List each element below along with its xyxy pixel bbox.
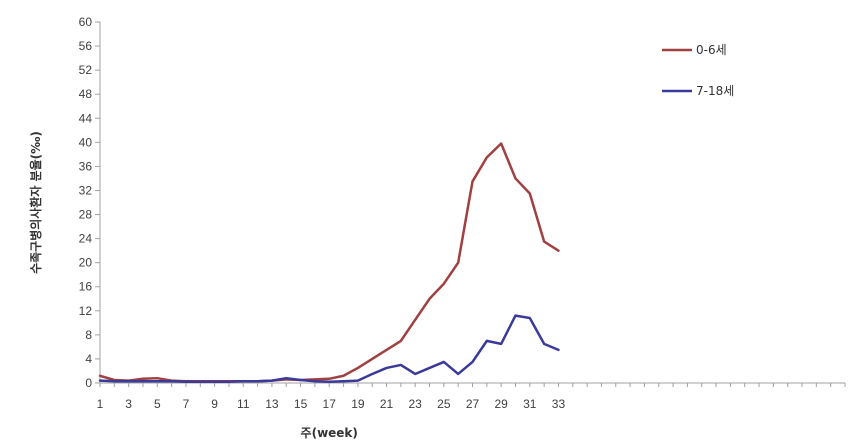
x-tick-label: 25 <box>437 397 451 411</box>
x-tick-label: 3 <box>125 397 132 411</box>
y-tick-label: 0 <box>85 376 92 390</box>
series-group <box>98 142 560 384</box>
y-tick-label: 56 <box>79 39 93 53</box>
y-tick-label: 40 <box>79 135 93 149</box>
x-tick-label: 1 <box>97 397 104 411</box>
y-axis-title: 수족구병의사환자 분율(‰) <box>28 131 43 274</box>
x-tick-label: 21 <box>380 397 394 411</box>
x-tick-label: 23 <box>409 397 423 411</box>
x-tick-label: 7 <box>183 397 190 411</box>
x-axis-ticks: 1 3 5 7 9 11 13 15 17 19 21 23 25 27 29 31 33 <box>97 383 846 411</box>
y-tick-label: 8 <box>85 328 92 342</box>
x-axis-title: 주(week) <box>301 426 358 440</box>
y-tick-label: 20 <box>79 256 93 270</box>
x-tick-label: 29 <box>494 397 508 411</box>
y-tick-label: 44 <box>79 111 93 125</box>
y-tick-label: 4 <box>85 352 92 366</box>
y-tick-label: 52 <box>79 63 93 77</box>
x-tick-label: 27 <box>466 397 480 411</box>
legend-label-2: 7-18세 <box>696 84 734 98</box>
x-tick-label: 17 <box>323 397 337 411</box>
series-line-2 <box>98 314 560 384</box>
x-tick-label: 19 <box>351 397 365 411</box>
y-tick-label: 24 <box>79 232 93 246</box>
legend: 0-6세 7-18세 <box>662 43 734 98</box>
y-tick-label: 32 <box>79 183 93 197</box>
x-tick-label: 9 <box>211 397 218 411</box>
x-tick-label: 31 <box>523 397 537 411</box>
x-tick-label: 15 <box>294 397 308 411</box>
series-line-1 <box>98 142 560 383</box>
y-tick-label: 16 <box>79 280 93 294</box>
x-tick-label: 13 <box>265 397 279 411</box>
x-tick-label: 33 <box>552 397 566 411</box>
x-tick-label: 11 <box>237 397 250 411</box>
y-tick-label: 28 <box>79 208 93 222</box>
x-tick-label: 5 <box>154 397 161 411</box>
y-tick-label: 12 <box>79 304 93 318</box>
y-tick-label: 48 <box>79 87 93 101</box>
legend-label-1: 0-6세 <box>696 43 727 57</box>
y-tick-label: 36 <box>79 159 93 173</box>
y-tick-label: 60 <box>79 15 93 29</box>
